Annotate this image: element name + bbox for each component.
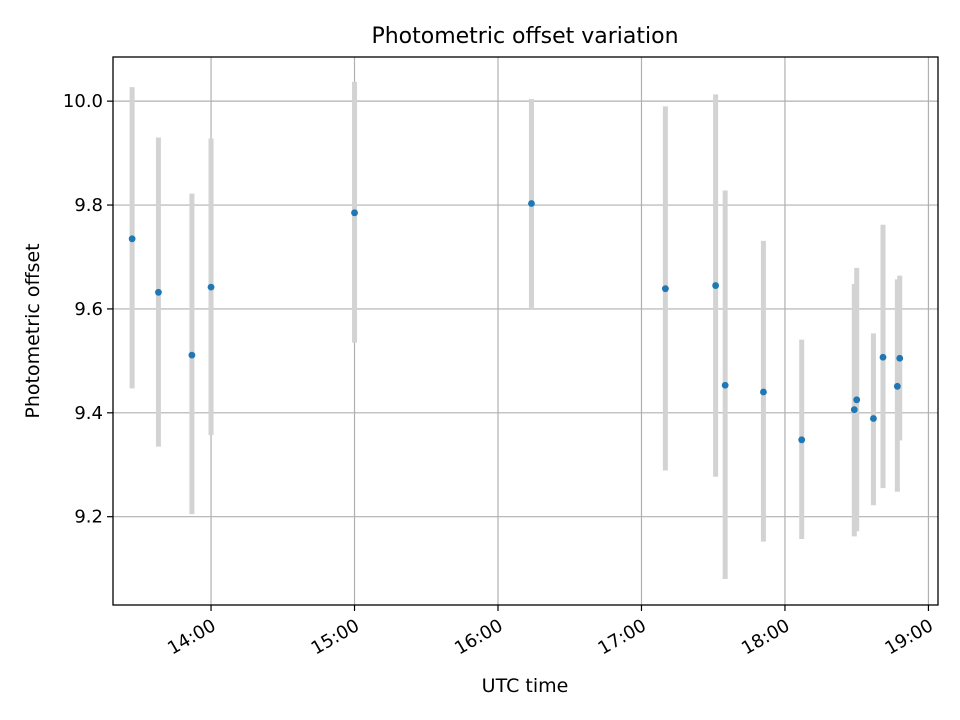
plot-frame xyxy=(112,56,939,606)
y-axis-label: Photometric offset xyxy=(22,243,44,418)
x-axis-label: UTC time xyxy=(482,675,569,697)
y-axis-ticks: 9.2 9.4 9.6 9.8 10.0 xyxy=(63,91,113,528)
y-tick-label: 10.0 xyxy=(63,91,103,112)
data-point xyxy=(893,382,901,390)
data-point xyxy=(155,288,162,296)
y-tick-label: 9.6 xyxy=(74,299,103,320)
data-point xyxy=(207,283,215,291)
data-point xyxy=(870,415,877,422)
data-point xyxy=(798,436,806,444)
data-point xyxy=(661,285,669,293)
data-points xyxy=(128,200,904,444)
data-point xyxy=(712,282,720,289)
data-point xyxy=(351,209,358,217)
y-tick-label: 9.4 xyxy=(74,403,103,424)
data-point xyxy=(850,406,858,414)
chart-title: Photometric offset variation xyxy=(371,24,678,49)
y-tick-label: 9.8 xyxy=(74,195,103,216)
data-point xyxy=(853,396,861,404)
data-point xyxy=(721,381,729,389)
data-point xyxy=(188,351,196,359)
data-point xyxy=(760,388,767,396)
y-tick-label: 9.2 xyxy=(74,507,103,528)
data-point xyxy=(128,235,136,243)
data-point xyxy=(528,200,535,207)
data-point xyxy=(896,354,904,362)
data-point xyxy=(879,353,887,361)
